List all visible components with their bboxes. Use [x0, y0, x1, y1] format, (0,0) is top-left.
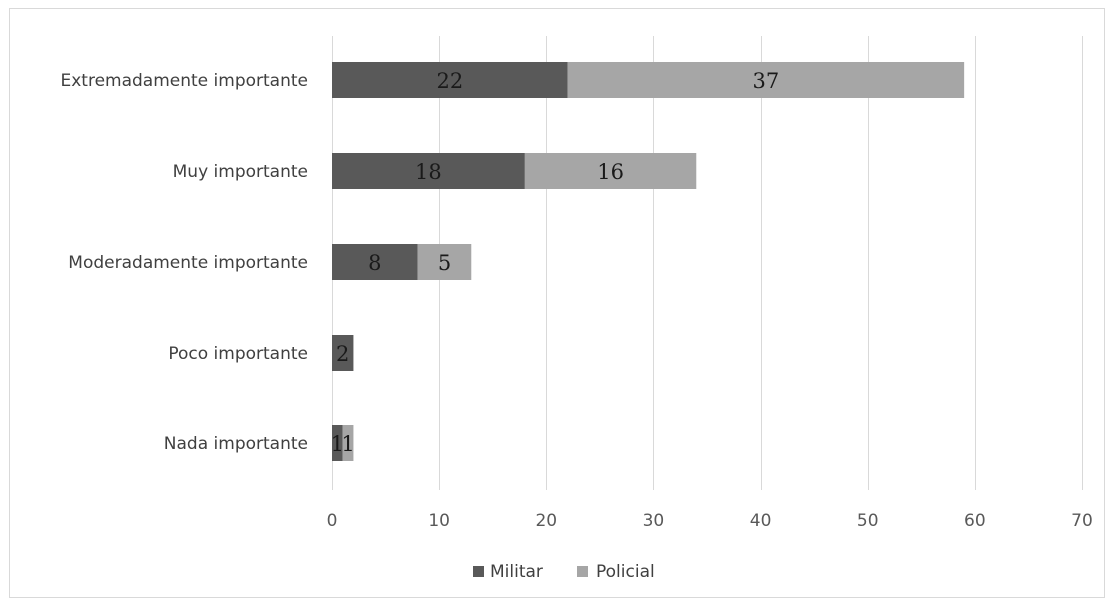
bar-policial-0	[567, 62, 965, 98]
x-tick-label: 20	[535, 511, 557, 531]
data-label: 18	[415, 160, 442, 184]
bar-policial-2	[417, 244, 472, 280]
x-tick-label: 60	[964, 511, 986, 531]
category-label: Moderadamente importante	[68, 253, 308, 273]
bar-policial-1	[524, 153, 697, 189]
category-label: Extremadamente importante	[61, 71, 309, 91]
category-label: Muy importante	[173, 162, 308, 182]
x-tick-label: 30	[643, 511, 665, 531]
x-axis-tick-labels: 0 10 20 30 40 50 60 70	[327, 511, 1093, 531]
bar-militar-0	[332, 62, 568, 98]
legend: Militar Policial	[473, 562, 655, 582]
bar-militar-2	[332, 244, 418, 280]
data-label: 1	[341, 432, 354, 456]
x-tick-label: 10	[428, 511, 450, 531]
category-labels: Extremadamente importante Muy importante M…	[61, 71, 309, 454]
x-tick-label: 70	[1071, 511, 1093, 531]
category-label: Poco importante	[168, 344, 308, 364]
x-tick-label: 40	[750, 511, 772, 531]
data-label: 16	[597, 160, 624, 184]
category-label: Nada importante	[164, 434, 308, 454]
x-tick-label: 50	[857, 511, 879, 531]
data-label: 5	[438, 251, 451, 275]
legend-swatch-policial	[577, 566, 588, 577]
x-tick-label: 0	[327, 511, 338, 531]
legend-swatch-militar	[473, 566, 484, 577]
gridlines	[332, 36, 1083, 490]
data-label: 8	[368, 251, 381, 275]
bar-militar-3	[332, 335, 354, 371]
data-labels: 22 37 18 16 8 5 2 11	[331, 69, 780, 456]
legend-label-militar: Militar	[490, 562, 543, 582]
legend-label-policial: Policial	[596, 562, 655, 582]
data-label: 22	[436, 69, 463, 93]
data-label: 2	[336, 342, 349, 366]
bar-militar-4	[332, 425, 343, 461]
bar-policial-4	[342, 425, 354, 461]
bars	[332, 62, 965, 461]
data-label: 37	[753, 69, 780, 93]
chart-frame	[9, 8, 1105, 598]
data-label: 1	[331, 432, 344, 456]
bar-militar-1	[332, 153, 525, 189]
